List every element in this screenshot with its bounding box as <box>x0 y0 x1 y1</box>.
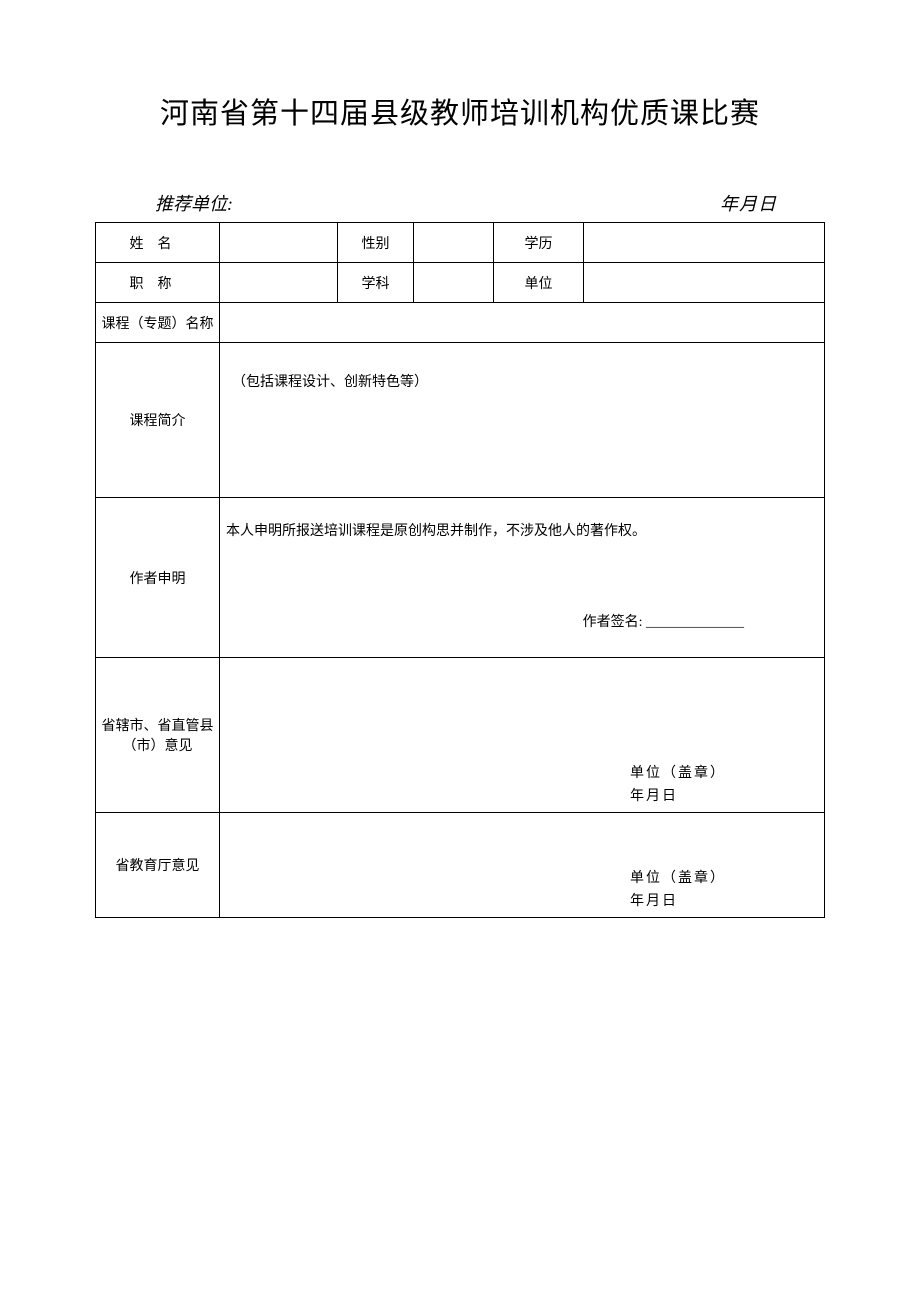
author-statement-label: 作者申明 <box>96 498 220 658</box>
row-basic-1: 姓名 性别 学历 <box>96 223 825 263</box>
row-author-statement: 作者申明 本人申明所报送培训课程是原创构思并制作，不涉及他人的著作权。 作者签名… <box>96 498 825 658</box>
name-label: 姓名 <box>96 223 220 263</box>
author-signature-line: 作者签名: ______________ <box>583 611 744 631</box>
city-stamp-label: 单位（盖章） <box>630 763 726 785</box>
city-opinion-content[interactable]: 单位（盖章） 年月日 <box>220 658 825 813</box>
edu-stamp-date: 年月日 <box>630 891 726 913</box>
edu-dept-content[interactable]: 单位（盖章） 年月日 <box>220 813 825 918</box>
course-intro-label: 课程简介 <box>96 343 220 498</box>
jobtitle-value[interactable] <box>220 263 338 303</box>
course-name-value[interactable] <box>220 303 825 343</box>
form-table: 姓名 性别 学历 职称 学科 单位 课程（专题）名称 课程简介 （包括课程设计、… <box>95 222 825 918</box>
city-opinion-label-line1: 省辖市、省直管县 <box>100 715 215 735</box>
unit-value[interactable] <box>584 263 825 303</box>
gender-value[interactable] <box>414 223 494 263</box>
row-course-intro: 课程简介 （包括课程设计、创新特色等） <box>96 343 825 498</box>
subject-label: 学科 <box>338 263 414 303</box>
education-label: 学历 <box>494 223 584 263</box>
city-opinion-label: 省辖市、省直管县 （市）意见 <box>96 658 220 813</box>
education-value[interactable] <box>584 223 825 263</box>
meta-date-label: 年月日 <box>720 190 821 216</box>
edu-stamp-block: 单位（盖章） 年月日 <box>630 868 726 913</box>
gender-label: 性别 <box>338 223 414 263</box>
name-value[interactable] <box>220 223 338 263</box>
edu-dept-label: 省教育厅意见 <box>96 813 220 918</box>
edu-stamp-label: 单位（盖章） <box>630 868 726 890</box>
author-statement-content[interactable]: 本人申明所报送培训课程是原创构思并制作，不涉及他人的著作权。 作者签名: ___… <box>220 498 825 658</box>
meta-row: 推荐单位: 年月日 <box>95 190 825 216</box>
course-intro-hint: （包括课程设计、创新特色等） <box>232 375 428 390</box>
jobtitle-label: 职称 <box>96 263 220 303</box>
row-edu-dept-opinion: 省教育厅意见 单位（盖章） 年月日 <box>96 813 825 918</box>
row-course-name: 课程（专题）名称 <box>96 303 825 343</box>
subject-value[interactable] <box>414 263 494 303</box>
row-basic-2: 职称 学科 单位 <box>96 263 825 303</box>
author-statement-text: 本人申明所报送培训课程是原创构思并制作，不涉及他人的著作权。 <box>226 524 646 539</box>
row-city-opinion: 省辖市、省直管县 （市）意见 单位（盖章） 年月日 <box>96 658 825 813</box>
city-stamp-block: 单位（盖章） 年月日 <box>630 763 726 808</box>
city-stamp-date: 年月日 <box>630 786 726 808</box>
course-name-label: 课程（专题）名称 <box>96 303 220 343</box>
recommend-unit-label: 推荐单位: <box>99 190 233 216</box>
page-title: 河南省第十四届县级教师培训机构优质课比赛 <box>95 90 825 132</box>
city-opinion-label-line2: （市）意见 <box>100 735 215 755</box>
course-intro-content[interactable]: （包括课程设计、创新特色等） <box>220 343 825 498</box>
unit-label: 单位 <box>494 263 584 303</box>
